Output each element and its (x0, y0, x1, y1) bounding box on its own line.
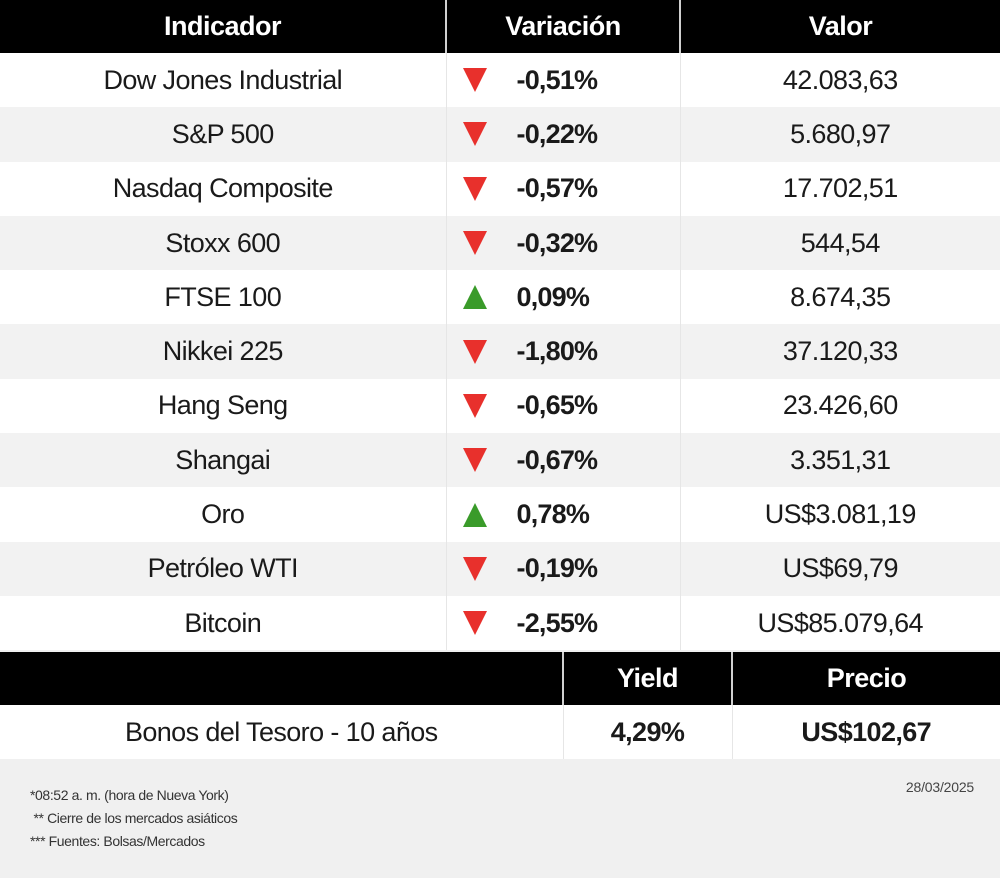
table-row: Nasdaq Composite -0,57% 17.702,51 (0, 161, 1000, 216)
variation-percent: 0,78% (516, 499, 590, 530)
indicator-name: Oro (0, 487, 447, 542)
indicator-name: Petróleo WTI (0, 541, 447, 596)
variation-wrap: -0,57% (447, 162, 680, 216)
variation-wrap: 0,78% (447, 487, 680, 541)
indicator-name: S&P 500 (0, 107, 447, 162)
triangle-up-icon (462, 285, 487, 310)
bond-header-row: Yield Precio (0, 652, 1000, 706)
footnotes: *08:52 a. m. (hora de Nueva York) ** Cie… (30, 784, 238, 853)
triangle-down-icon (462, 231, 487, 256)
variation-wrap: -0,19% (447, 542, 680, 596)
variation-wrap: -0,32% (447, 216, 680, 270)
variation-percent: -0,19% (516, 553, 599, 584)
variation-wrap: -2,55% (447, 596, 680, 650)
triangle-down-icon (462, 393, 487, 418)
bond-header-blank (0, 652, 564, 706)
footnote-time: *08:52 a. m. (hora de Nueva York) (30, 787, 229, 804)
triangle-down-icon (462, 122, 487, 147)
indicator-name: Shangai (0, 433, 447, 488)
indicator-name: Hang Seng (0, 378, 447, 434)
table-row: Oro 0,78% US$3.081,19 (0, 487, 1000, 542)
variation-cell: -0,67% (446, 433, 681, 488)
table-row: Bitcoin -2,55% US$85.079,64 (0, 595, 1000, 651)
indicator-value: 42.083,63 (680, 53, 1000, 108)
indicator-name: Bitcoin (0, 595, 447, 651)
table-header-row: Indicador Variación Valor (0, 0, 1000, 53)
variation-wrap: -0,65% (447, 379, 680, 433)
triangle-up-icon (462, 502, 487, 527)
bond-table: Yield Precio Bonos del Tesoro - 10 años … (0, 652, 1000, 760)
footer: *08:52 a. m. (hora de Nueva York) ** Cie… (0, 759, 1000, 875)
triangle-down-icon (462, 448, 487, 473)
indicator-value: 37.120,33 (680, 324, 1000, 379)
bond-row: Bonos del Tesoro - 10 años 4,29% US$102,… (0, 705, 1000, 760)
indicator-value: 544,54 (680, 215, 1000, 271)
indicator-name: Nikkei 225 (0, 324, 447, 379)
market-indicators-table: Indicador Variación Valor Dow Jones Indu… (0, 0, 1000, 651)
header-value: Valor (680, 0, 1000, 53)
variation-cell: -0,19% (446, 541, 681, 596)
variation-cell: -0,22% (446, 107, 681, 162)
indicator-value: US$3.081,19 (680, 487, 1000, 542)
table-row: Petróleo WTI -0,19% US$69,79 (0, 541, 1000, 596)
bond-header-price: Precio (732, 652, 1000, 706)
indicator-value: 23.426,60 (680, 378, 1000, 434)
footnote-asian-close: ** Cierre de los mercados asiáticos (30, 810, 238, 827)
variation-wrap: -1,80% (447, 324, 680, 378)
footnote-sources: *** Fuentes: Bolsas/Mercados (30, 833, 205, 850)
variation-percent: -0,65% (516, 390, 599, 421)
table-row: Nikkei 225 -1,80% 37.120,33 (0, 324, 1000, 379)
variation-percent: -2,55% (516, 607, 599, 638)
variation-cell: 0,78% (446, 487, 681, 542)
indicator-name: Nasdaq Composite (0, 161, 447, 216)
triangle-down-icon (462, 339, 487, 364)
triangle-down-icon (462, 176, 487, 201)
variation-cell: -0,51% (446, 53, 681, 108)
bond-name: Bonos del Tesoro - 10 años (0, 705, 564, 760)
header-variation: Variación (446, 0, 681, 53)
table-row: Dow Jones Industrial -0,51% 42.083,63 (0, 53, 1000, 108)
indicator-name: Stoxx 600 (0, 215, 447, 271)
variation-wrap: 0,09% (447, 270, 680, 324)
variation-wrap: -0,22% (447, 107, 680, 161)
variation-cell: -0,32% (446, 215, 681, 271)
variation-cell: -1,80% (446, 324, 681, 379)
bond-price: US$102,67 (732, 705, 1000, 760)
variation-cell: 0,09% (446, 270, 681, 325)
indicator-name: Dow Jones Industrial (0, 53, 447, 108)
report-date: 28/03/2025 (905, 779, 974, 796)
variation-percent: -0,22% (516, 118, 599, 149)
variation-percent: -0,57% (516, 173, 599, 204)
variation-cell: -0,65% (446, 378, 681, 434)
variation-wrap: -0,67% (447, 433, 680, 487)
table-row: S&P 500 -0,22% 5.680,97 (0, 107, 1000, 162)
triangle-down-icon (462, 556, 487, 581)
indicator-value: 8.674,35 (680, 270, 1000, 325)
indicator-value: 3.351,31 (680, 433, 1000, 488)
variation-percent: -0,51% (516, 64, 599, 95)
variation-percent: 0,09% (516, 281, 590, 312)
indicator-value: US$85.079,64 (680, 595, 1000, 651)
variation-percent: -0,32% (516, 227, 599, 258)
indicator-value: 17.702,51 (680, 161, 1000, 216)
variation-cell: -0,57% (446, 161, 681, 216)
variation-cell: -2,55% (446, 595, 681, 651)
bond-yield: 4,29% (563, 705, 733, 760)
triangle-down-icon (462, 611, 487, 636)
header-indicator: Indicador (0, 0, 447, 53)
bond-section: Yield Precio Bonos del Tesoro - 10 años … (0, 652, 1000, 760)
table-row: FTSE 100 0,09% 8.674,35 (0, 270, 1000, 325)
table-body: Dow Jones Industrial -0,51% 42.083,63 S&P 5… (0, 53, 1000, 651)
variation-wrap: -0,51% (447, 53, 680, 107)
indicator-name: FTSE 100 (0, 270, 447, 325)
triangle-down-icon (462, 68, 487, 93)
indicator-value: 5.680,97 (680, 107, 1000, 162)
indicator-value: US$69,79 (680, 541, 1000, 596)
table-row: Shangai -0,67% 3.351,31 (0, 433, 1000, 488)
table-row: Stoxx 600 -0,32% 544,54 (0, 215, 1000, 271)
table-row: Hang Seng -0,65% 23.426,60 (0, 378, 1000, 434)
bond-header-yield: Yield (563, 652, 733, 706)
variation-percent: -0,67% (516, 444, 599, 475)
variation-percent: -1,80% (516, 336, 599, 367)
